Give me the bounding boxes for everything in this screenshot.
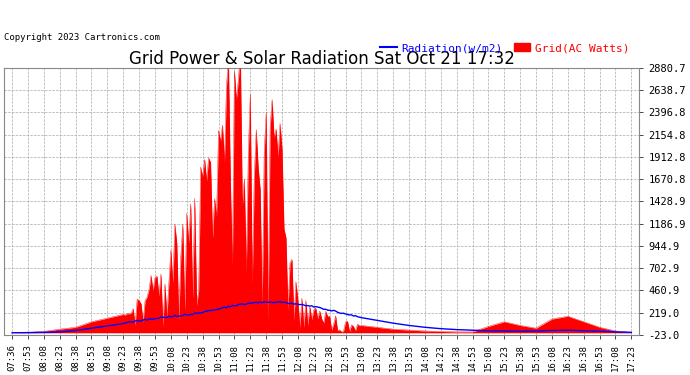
Title: Grid Power & Solar Radiation Sat Oct 21 17:32: Grid Power & Solar Radiation Sat Oct 21 … [129, 50, 515, 68]
Text: Copyright 2023 Cartronics.com: Copyright 2023 Cartronics.com [4, 33, 160, 42]
Legend: Radiation(w/m2), Grid(AC Watts): Radiation(w/m2), Grid(AC Watts) [376, 39, 633, 58]
